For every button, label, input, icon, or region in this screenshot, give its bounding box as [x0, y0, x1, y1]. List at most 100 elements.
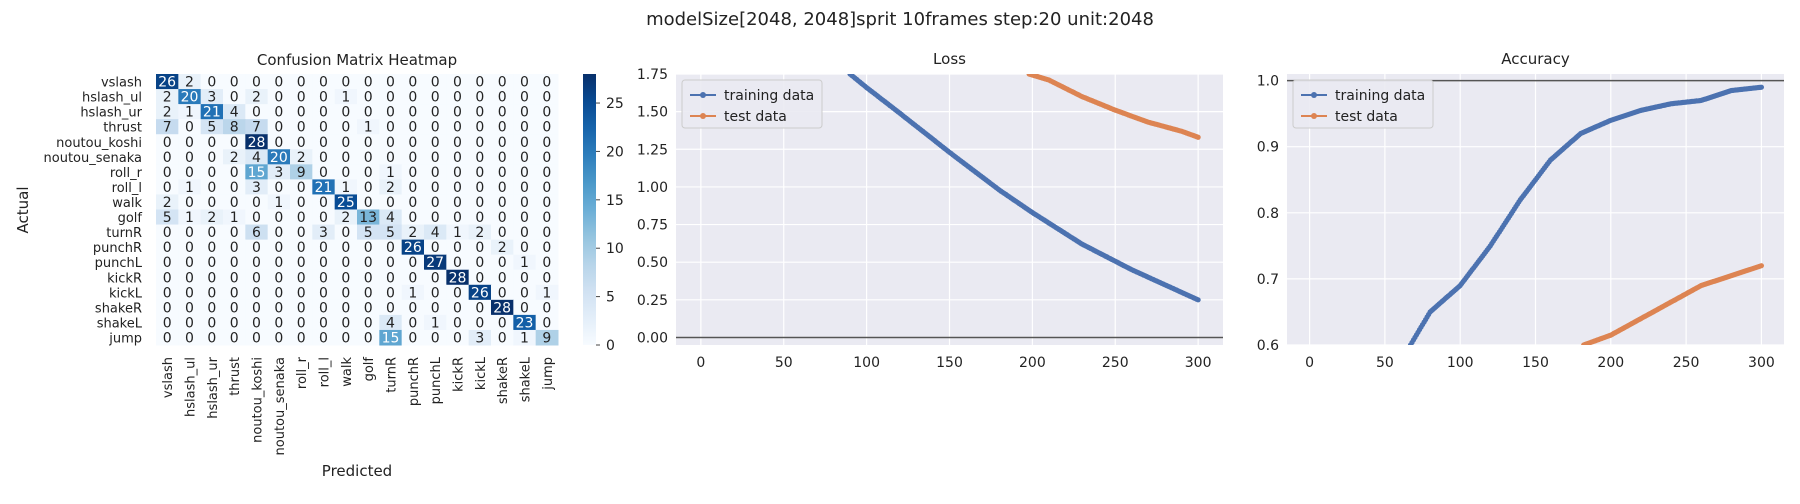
heatmap-cell	[290, 119, 313, 135]
heatmap-cell	[290, 149, 313, 165]
heatmap-cell	[357, 239, 380, 256]
heatmap-cell-label: 0	[542, 195, 551, 211]
heatmap-cell-label: 0	[252, 210, 261, 226]
heatmap-cell-label: 0	[431, 120, 440, 136]
heatmap-cell-label: 0	[498, 330, 507, 346]
heatmap-cell-label: 0	[408, 120, 417, 136]
heatmap-cell-label: 0	[252, 330, 261, 346]
heatmap-cell	[424, 179, 447, 195]
heatmap-cell	[535, 239, 559, 256]
heatmap-cell	[446, 194, 470, 210]
y-tick-label: kickR	[107, 271, 142, 286]
heatmap-cell-label: 9	[542, 330, 551, 346]
heatmap-cell	[446, 209, 470, 226]
y-tick-label: hslash_ur	[80, 106, 142, 121]
heatmap-cell	[491, 194, 514, 210]
heatmap-cell-label: 0	[431, 135, 440, 151]
heatmap-cell-label: 0	[542, 150, 551, 166]
heatmap-cell	[178, 269, 202, 286]
heatmap-cell-label: 0	[542, 240, 551, 256]
heatmap-cell-label: 26	[158, 75, 176, 91]
heatmap-cell-label: 9	[297, 165, 306, 181]
heatmap-cell-label: 20	[181, 90, 199, 106]
heatmap-cell	[357, 134, 380, 150]
heatmap-cell	[424, 284, 447, 301]
heatmap-cell-label: 0	[431, 330, 440, 346]
heatmap-cell	[379, 224, 403, 241]
heatmap-cell	[245, 104, 269, 120]
heatmap-cell	[245, 314, 269, 331]
heatmap-cell-label: 0	[498, 285, 507, 301]
heatmap-cell-label: 1	[185, 180, 194, 196]
heatmap-cell	[178, 254, 202, 271]
heatmap-cell-label: 0	[207, 315, 216, 331]
heatmap-cell-label: 0	[163, 225, 172, 241]
heatmap-cell	[379, 209, 403, 226]
heatmap-cell	[245, 299, 269, 316]
heatmap-cell	[200, 224, 224, 241]
heatmap-cell-label: 0	[163, 240, 172, 256]
heatmap-cell-label: 0	[408, 195, 417, 211]
heatmap-cell-label: 0	[520, 105, 529, 121]
heatmap-cell	[267, 284, 291, 301]
heatmap-cell	[491, 104, 514, 120]
heatmap-cell-label: 0	[364, 105, 373, 121]
heatmap-cell-label: 0	[542, 270, 551, 286]
heatmap-cell-label: 0	[408, 90, 417, 106]
heatmap-cell	[446, 104, 470, 120]
heatmap-cell	[267, 224, 291, 241]
heatmap-cell	[223, 284, 246, 301]
heatmap-cell	[245, 179, 269, 195]
heatmap-cell-label: 0	[364, 135, 373, 151]
heatmap-cell-label: 0	[498, 105, 507, 121]
heatmap-cell-label: 0	[297, 120, 306, 136]
colorbar	[583, 74, 596, 345]
heatmap-cell	[312, 284, 336, 301]
heatmap-cell-label: 2	[408, 225, 417, 241]
heatmap-cell	[245, 239, 269, 256]
heatmap-cell-label: 0	[163, 315, 172, 331]
heatmap-cell	[424, 119, 447, 135]
heatmap-cell	[334, 329, 358, 346]
heatmap-cell-label: 0	[230, 240, 239, 256]
y-tick-label: jump	[108, 331, 142, 346]
heatmap-cell	[357, 254, 380, 271]
heatmap-cell	[245, 254, 269, 271]
heatmap-cell	[401, 179, 425, 195]
heatmap-cell-label: 0	[252, 195, 261, 211]
heatmap-cell	[379, 314, 403, 331]
colorbar-tick-label: 0	[606, 338, 615, 354]
heatmap-cell	[290, 284, 313, 301]
heatmap-cell	[312, 269, 336, 286]
x-tick-label: golf	[362, 357, 377, 382]
heatmap-cell	[223, 104, 246, 120]
heatmap-cell-label: 0	[453, 120, 462, 136]
y-tick-label: thrust	[103, 121, 142, 136]
heatmap-cell-label: 0	[475, 180, 484, 196]
heatmap-cell	[379, 299, 403, 316]
heatmap-cell	[535, 119, 559, 135]
heatmap-cell-label: 4	[386, 315, 395, 331]
heatmap-cell-label: 21	[203, 105, 221, 121]
heatmap-cell	[379, 119, 403, 135]
heatmap-cell	[267, 239, 291, 256]
heatmap-cell-label: 0	[475, 90, 484, 106]
heatmap-cell-label: 0	[341, 225, 350, 241]
heatmap-cell	[535, 74, 559, 90]
heatmap-cell-label: 0	[453, 300, 462, 316]
heatmap-cell	[468, 179, 492, 195]
heatmap-cell-label: 0	[341, 330, 350, 346]
heatmap-cell-label: 0	[297, 240, 306, 256]
heatmap-cell	[267, 179, 291, 195]
heatmap-cell-label: 0	[319, 105, 328, 121]
heatmap-cell-label: 0	[230, 180, 239, 196]
heatmap-cell-label: 0	[274, 225, 283, 241]
chart-title: Accuracy	[1501, 50, 1570, 68]
y-tick-label: golf	[118, 211, 143, 226]
heatmap-cell	[424, 164, 447, 180]
heatmap-cell-label: 0	[230, 270, 239, 286]
heatmap-cell-label: 20	[270, 150, 288, 166]
heatmap-cell	[267, 119, 291, 135]
heatmap-cell-label: 0	[520, 150, 529, 166]
heatmap-cell-label: 0	[453, 330, 462, 346]
